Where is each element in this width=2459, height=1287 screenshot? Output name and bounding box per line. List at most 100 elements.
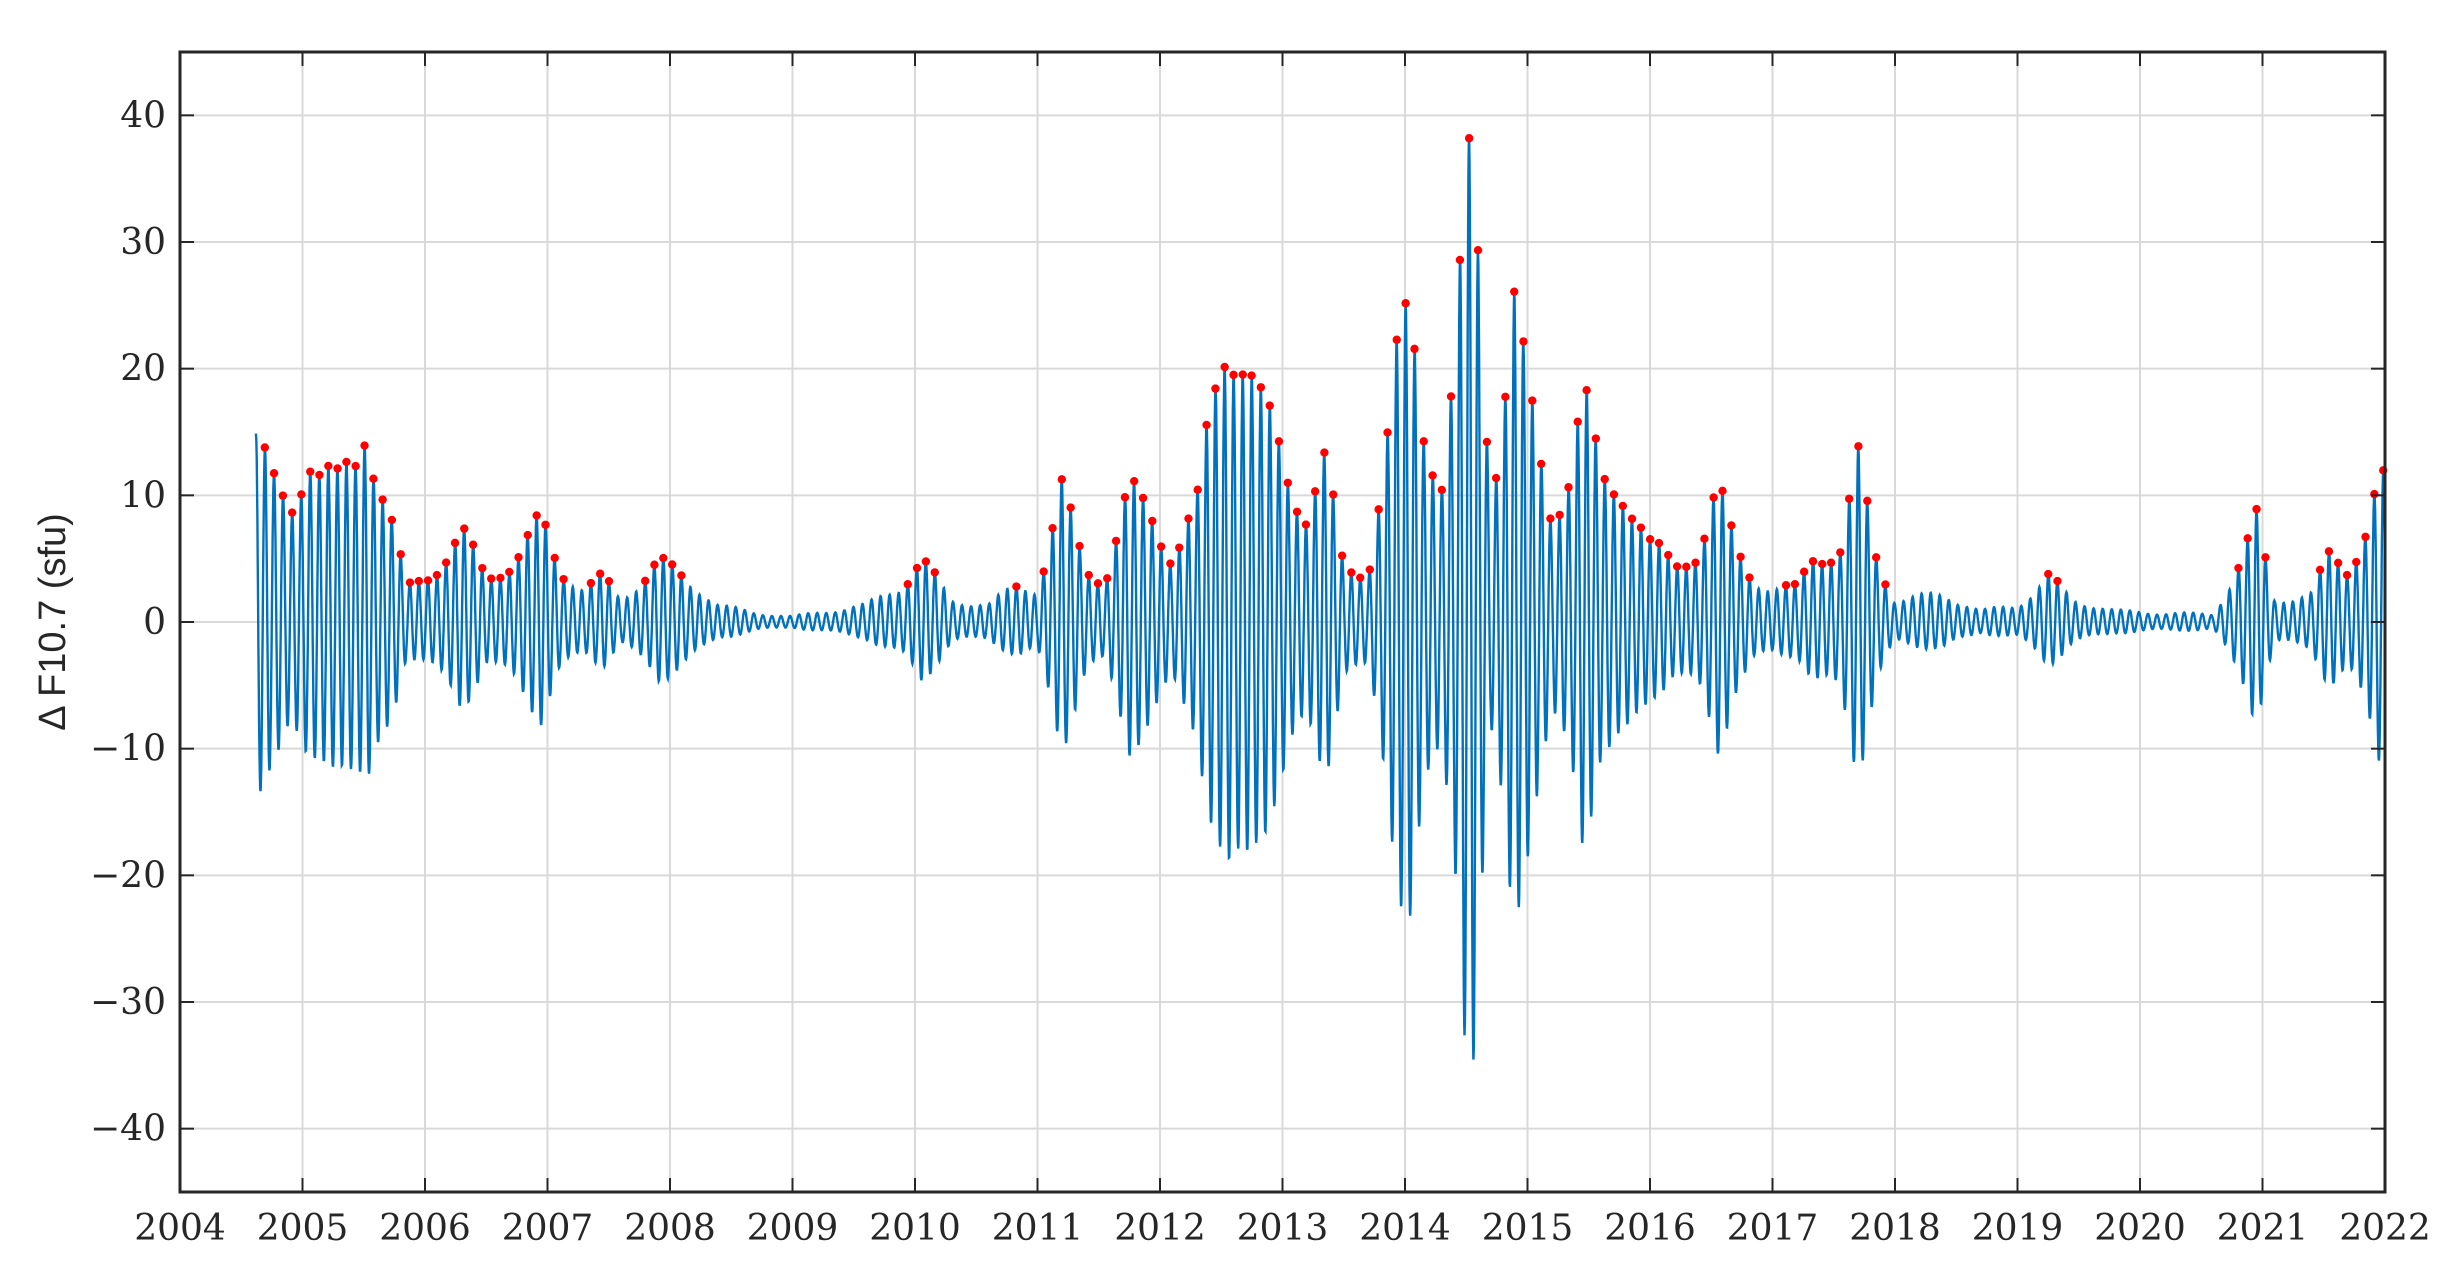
peak-marker: [1229, 370, 1238, 380]
x-tick-label: 2014: [1359, 1208, 1451, 1249]
peak-marker: [414, 576, 424, 586]
peak-marker: [559, 574, 568, 584]
peak-marker: [1672, 562, 1682, 571]
peak-marker: [1528, 396, 1537, 405]
peak-marker: [1836, 548, 1845, 557]
peak-marker: [1718, 486, 1727, 495]
peak-marker: [1808, 557, 1818, 566]
peak-marker: [1247, 371, 1256, 380]
peak-marker: [460, 524, 469, 533]
peak-marker: [1310, 487, 1320, 496]
peak-marker: [1546, 514, 1555, 523]
peak-marker: [2261, 553, 2270, 562]
peak-marker: [586, 578, 596, 588]
peak-marker: [659, 553, 668, 563]
x-tick-label: 2012: [1114, 1208, 1206, 1249]
peak-marker: [1536, 459, 1546, 469]
x-tick-label: 2022: [2339, 1208, 2431, 1249]
peak-marker: [1202, 420, 1211, 430]
x-tick-label: 2021: [2217, 1208, 2309, 1249]
y-tick-label: 40: [120, 95, 166, 136]
peak-marker: [315, 470, 324, 480]
peak-marker: [342, 457, 351, 467]
peak-marker: [532, 511, 541, 520]
peak-marker: [1374, 505, 1383, 514]
peak-marker: [496, 573, 505, 583]
peak-marker: [1881, 580, 1890, 589]
peak-marker: [1111, 536, 1121, 546]
peak-marker: [1799, 567, 1809, 576]
peak-marker: [1700, 534, 1709, 543]
peak-marker: [1211, 384, 1220, 393]
peak-marker: [1564, 483, 1573, 492]
x-tick-label: 2009: [747, 1208, 839, 1249]
peak-marker: [1220, 362, 1229, 372]
peak-marker: [1012, 582, 1021, 591]
peak-marker: [1664, 550, 1673, 560]
peak-marker: [523, 530, 532, 540]
peak-marker: [1301, 520, 1311, 529]
peak-marker: [1455, 255, 1465, 265]
peak-marker: [2252, 504, 2261, 514]
series-line: [254, 138, 2387, 1060]
x-tick-label: 2019: [1972, 1208, 2064, 1249]
peak-marker: [1292, 507, 1302, 516]
peak-marker: [1871, 553, 1881, 562]
peak-marker: [1510, 287, 1519, 296]
x-tick-label: 2017: [1727, 1208, 1819, 1249]
peak-marker: [2342, 570, 2352, 580]
peak-marker: [1039, 567, 1048, 576]
peak-marker: [269, 469, 279, 478]
x-tick-label: 2016: [1604, 1208, 1696, 1249]
x-tick-label: 2015: [1482, 1208, 1574, 1249]
peak-marker: [1446, 392, 1456, 401]
peak-marker: [2234, 563, 2243, 573]
x-tick-label: 2013: [1237, 1208, 1329, 1249]
peak-marker: [903, 580, 912, 589]
peak-marker: [1473, 245, 1483, 255]
peak-marker: [1148, 516, 1157, 526]
peak-marker: [1464, 134, 1474, 143]
peak-marker: [2243, 534, 2252, 543]
peak-marker: [1166, 559, 1175, 568]
peak-marker: [324, 461, 333, 471]
peak-marker: [487, 574, 496, 583]
peak-marker: [1356, 573, 1365, 582]
peak-marker: [595, 569, 605, 578]
peak-marker: [2333, 558, 2343, 568]
x-tick-label: 2005: [257, 1208, 349, 1249]
peak-marker: [1501, 392, 1510, 402]
peak-marker: [278, 491, 288, 500]
peak-marker: [396, 550, 405, 559]
peak-marker: [1818, 559, 1827, 569]
peak-marker: [1075, 541, 1084, 551]
peak-marker: [387, 515, 397, 525]
peak-marker: [1781, 581, 1791, 590]
peak-marker: [1709, 493, 1718, 502]
y-tick-label: 10: [120, 475, 166, 516]
peak-marker: [260, 443, 270, 452]
x-tick-label: 2006: [379, 1208, 471, 1249]
peak-marker: [1727, 521, 1736, 530]
x-tick-label: 2010: [869, 1208, 961, 1249]
peak-marker: [287, 508, 297, 517]
peak-marker: [1736, 552, 1745, 561]
x-tick-label: 2018: [1849, 1208, 1941, 1249]
peak-marker: [1274, 437, 1284, 446]
peak-marker: [1636, 523, 1646, 532]
peak-marker: [550, 553, 559, 563]
y-axis-label: Δ F10.7 (sfu): [32, 513, 74, 731]
x-tick-label: 2008: [624, 1208, 716, 1249]
peak-marker: [677, 571, 686, 580]
peak-marker: [1654, 538, 1664, 548]
peak-marker: [912, 563, 922, 573]
peak-marker: [1365, 565, 1374, 574]
peak-marker: [1863, 496, 1872, 506]
peak-marker: [1419, 437, 1428, 446]
series-group: [254, 138, 2387, 1060]
peak-marker: [505, 567, 514, 577]
peak-marker: [1790, 579, 1800, 589]
peak-marker: [1519, 337, 1528, 346]
peak-marker: [333, 464, 342, 473]
